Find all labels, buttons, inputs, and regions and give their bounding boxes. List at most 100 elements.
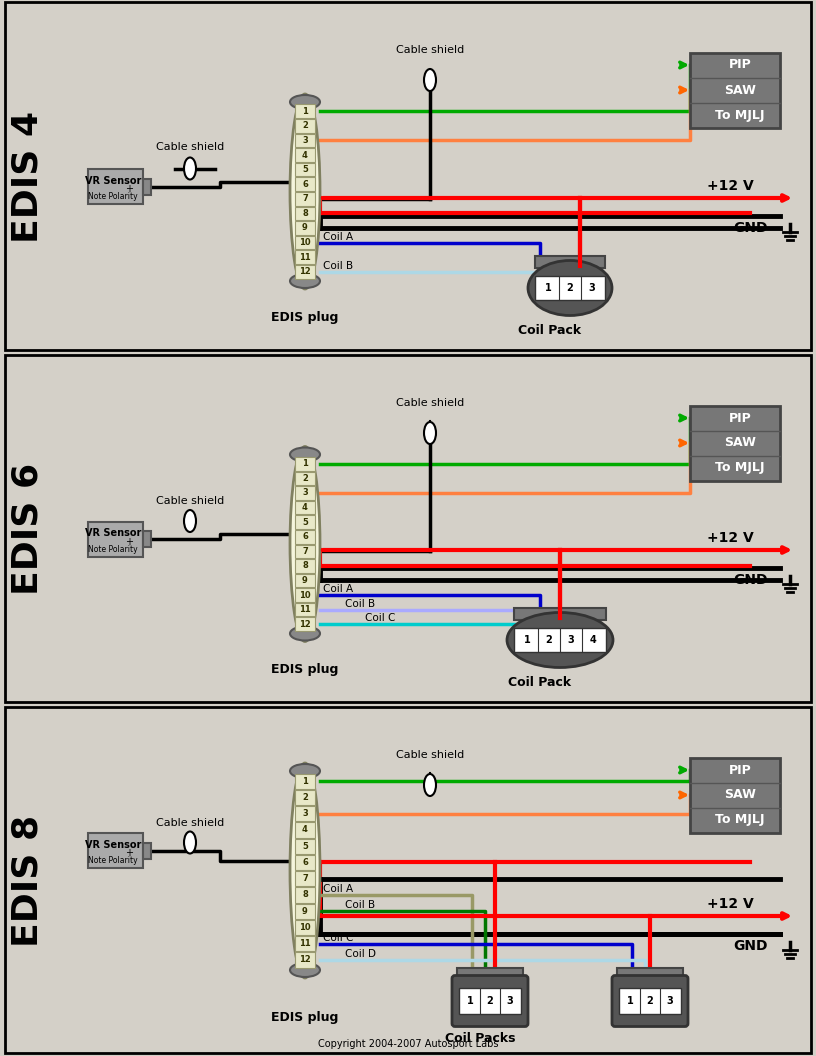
Text: Cable shield: Cable shield [156, 142, 224, 151]
Ellipse shape [290, 447, 320, 641]
Text: Coil C: Coil C [323, 932, 353, 943]
Ellipse shape [290, 963, 320, 977]
Text: 6: 6 [302, 180, 308, 189]
Text: GND: GND [733, 573, 767, 587]
Text: Note Polarity: Note Polarity [88, 192, 138, 201]
Text: 2: 2 [646, 996, 654, 1006]
FancyBboxPatch shape [295, 871, 315, 886]
Ellipse shape [184, 510, 196, 532]
FancyBboxPatch shape [87, 169, 143, 204]
Ellipse shape [424, 422, 436, 444]
Text: 9: 9 [302, 576, 308, 585]
Text: 2: 2 [546, 635, 552, 645]
Text: 10: 10 [299, 923, 311, 931]
Text: Coil A: Coil A [323, 231, 353, 242]
Text: 1: 1 [302, 459, 308, 468]
FancyBboxPatch shape [5, 2, 811, 350]
Text: 10: 10 [299, 238, 311, 247]
Text: GND: GND [733, 939, 767, 953]
Text: Copyright 2004-2007 Autosport Labs: Copyright 2004-2007 Autosport Labs [317, 1039, 499, 1049]
FancyBboxPatch shape [295, 192, 315, 206]
Text: SAW: SAW [724, 789, 756, 802]
FancyBboxPatch shape [535, 256, 605, 267]
Ellipse shape [290, 94, 320, 289]
Text: EDIS 8: EDIS 8 [11, 814, 45, 946]
Text: Coil Pack: Coil Pack [518, 324, 582, 338]
FancyBboxPatch shape [87, 833, 143, 868]
FancyBboxPatch shape [295, 838, 315, 853]
FancyBboxPatch shape [143, 178, 150, 194]
FancyBboxPatch shape [295, 472, 315, 485]
FancyBboxPatch shape [143, 531, 150, 547]
Text: 4: 4 [302, 826, 308, 834]
Text: 8: 8 [302, 890, 308, 900]
Ellipse shape [290, 763, 320, 778]
Ellipse shape [184, 831, 196, 853]
Text: Coil C: Coil C [365, 614, 396, 623]
Text: EDIS 4: EDIS 4 [11, 111, 45, 243]
Text: 12: 12 [299, 620, 311, 628]
FancyBboxPatch shape [535, 276, 605, 300]
FancyBboxPatch shape [295, 265, 315, 279]
FancyBboxPatch shape [295, 573, 315, 587]
Text: 10: 10 [299, 590, 311, 600]
FancyBboxPatch shape [459, 988, 521, 1014]
Text: 11: 11 [299, 939, 311, 948]
FancyBboxPatch shape [295, 207, 315, 220]
FancyBboxPatch shape [295, 177, 315, 191]
Ellipse shape [290, 274, 320, 288]
Text: Cable shield: Cable shield [156, 817, 224, 828]
FancyBboxPatch shape [457, 967, 523, 981]
FancyBboxPatch shape [295, 250, 315, 264]
Text: Coil A: Coil A [323, 584, 353, 595]
FancyBboxPatch shape [295, 501, 315, 514]
FancyBboxPatch shape [295, 486, 315, 499]
Text: SAW: SAW [724, 83, 756, 96]
Text: 3: 3 [507, 996, 513, 1006]
Ellipse shape [528, 261, 612, 316]
Text: To MJLJ: To MJLJ [716, 109, 765, 121]
FancyBboxPatch shape [295, 904, 315, 919]
FancyBboxPatch shape [295, 806, 315, 822]
Text: 8: 8 [302, 562, 308, 570]
Text: GND: GND [733, 221, 767, 235]
FancyBboxPatch shape [295, 163, 315, 176]
Text: 2: 2 [302, 793, 308, 802]
Text: EDIS plug: EDIS plug [271, 1012, 339, 1024]
FancyBboxPatch shape [295, 953, 315, 967]
Text: To MJLJ: To MJLJ [716, 461, 765, 474]
Text: Coil Pack: Coil Pack [508, 677, 571, 690]
FancyBboxPatch shape [143, 843, 150, 859]
FancyBboxPatch shape [5, 355, 811, 702]
FancyBboxPatch shape [295, 936, 315, 951]
Text: 6: 6 [302, 857, 308, 867]
Text: 1: 1 [524, 635, 530, 645]
Text: 1: 1 [627, 996, 633, 1006]
FancyBboxPatch shape [690, 53, 780, 128]
Ellipse shape [290, 448, 320, 461]
FancyBboxPatch shape [612, 976, 688, 1026]
Text: Note Polarity: Note Polarity [88, 856, 138, 865]
Text: 9: 9 [302, 224, 308, 232]
Ellipse shape [290, 626, 320, 641]
Text: EDIS plug: EDIS plug [271, 312, 339, 324]
Text: 1: 1 [302, 776, 308, 786]
Ellipse shape [290, 763, 320, 978]
Text: 4: 4 [302, 151, 308, 159]
FancyBboxPatch shape [295, 134, 315, 147]
FancyBboxPatch shape [295, 105, 315, 118]
Text: VR Sensor: VR Sensor [85, 175, 141, 186]
Text: 2: 2 [566, 283, 574, 293]
Text: 3: 3 [302, 489, 308, 497]
Text: +12 V: +12 V [707, 180, 753, 193]
Text: 4: 4 [302, 503, 308, 512]
FancyBboxPatch shape [295, 221, 315, 234]
Text: EDIS 6: EDIS 6 [11, 463, 45, 596]
Text: 6: 6 [302, 532, 308, 542]
Text: 4: 4 [590, 635, 596, 645]
Text: 1: 1 [302, 107, 308, 116]
FancyBboxPatch shape [690, 757, 780, 832]
FancyBboxPatch shape [295, 235, 315, 249]
Text: 5: 5 [302, 842, 308, 851]
Text: SAW: SAW [724, 436, 756, 450]
